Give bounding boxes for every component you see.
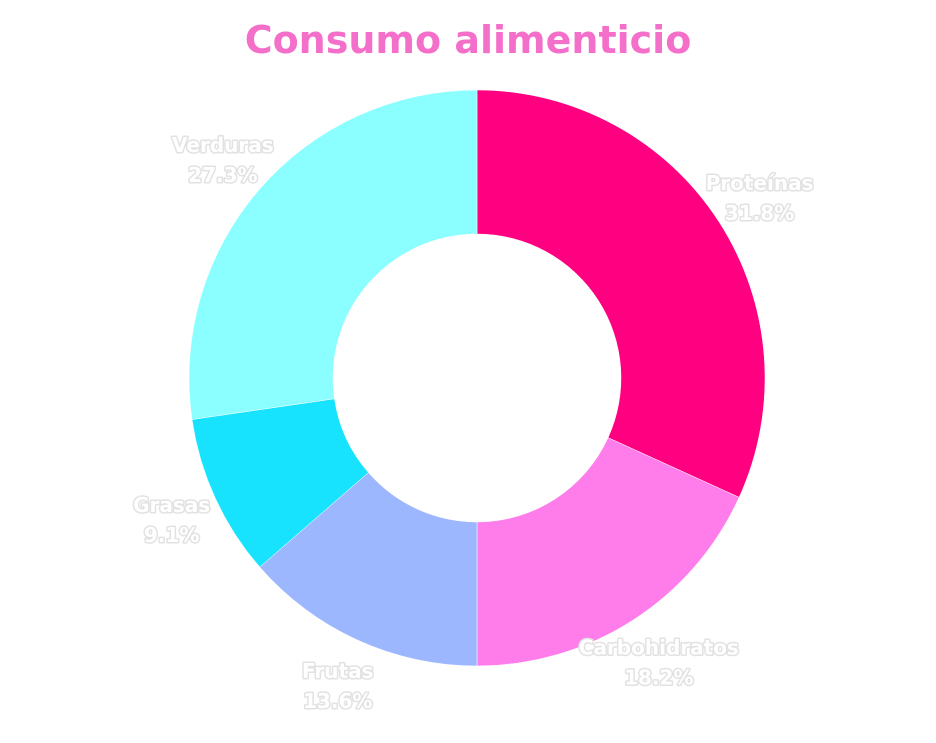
slice-label-percent: 27.3% — [188, 163, 257, 187]
slice-label-category: Frutas — [302, 659, 373, 683]
slice-proteinas — [476, 89, 766, 498]
slice-label-proteinas: Proteínas 31.8% — [706, 171, 814, 225]
donut-slices — [188, 89, 766, 667]
slice-label-grasas: Grasas 9.1% — [133, 493, 210, 547]
slice-label-category: Verduras — [172, 133, 274, 157]
slice-label-category: Grasas — [133, 493, 210, 517]
slice-frutas — [259, 472, 478, 667]
slice-carbohidratos — [476, 437, 740, 667]
slice-label-percent: 9.1% — [144, 523, 199, 547]
slice-label-percent: 18.2% — [624, 666, 693, 690]
slice-label-category: Carbohidratos — [579, 636, 739, 660]
slice-label-verduras: Verduras 27.3% — [172, 133, 274, 187]
slice-labels: Proteínas 31.8% Carbohidratos 18.2% Frutas 13… — [132, 132, 815, 715]
slice-label-category: Proteínas — [706, 171, 814, 195]
slice-label-frutas: Frutas 13.6% — [302, 659, 373, 713]
chart-title: Consumo alimenticio — [244, 18, 692, 62]
slice-label-percent: 31.8% — [725, 201, 794, 225]
slice-label-percent: 13.6% — [303, 689, 372, 713]
slice-verduras — [188, 89, 478, 420]
slice-label-carbohidratos: Carbohidratos 18.2% — [579, 636, 739, 690]
